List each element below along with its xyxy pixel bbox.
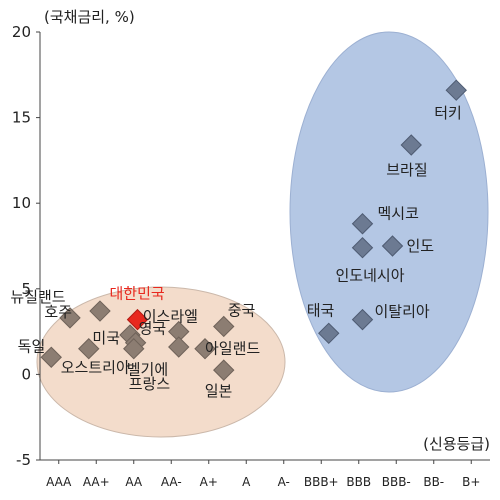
- x-tick-label: BB-: [423, 475, 444, 489]
- data-point-label: 터키: [434, 104, 462, 122]
- data-point-marker: [126, 308, 149, 331]
- data-point-marker: [381, 235, 404, 257]
- data-point-label: 벨기에: [127, 361, 168, 379]
- y-tick-label: 20: [12, 23, 31, 41]
- data-point-marker: [89, 300, 111, 322]
- x-tick-label: A: [242, 475, 251, 489]
- x-axis-title: (신용등급): [423, 435, 490, 453]
- data-point-marker: [318, 322, 340, 345]
- data-point-marker: [400, 134, 422, 156]
- data-point-label: 프랑스: [129, 375, 171, 393]
- emerging-group-bubble: [289, 31, 489, 393]
- data-point-label: 멕시코: [378, 205, 419, 223]
- data-point-label: 일본: [205, 382, 233, 400]
- data-point-label: 아일랜드: [205, 340, 260, 358]
- y-tick-label: 15: [12, 109, 31, 127]
- data-point-label: 뉴질랜드: [10, 288, 65, 306]
- x-tick-label: AA: [125, 475, 143, 489]
- data-point-marker: [40, 346, 62, 368]
- data-point-marker: [213, 359, 235, 381]
- data-point-label: 오스트리아: [61, 359, 130, 377]
- data-point-label: 이스라엘: [143, 308, 198, 326]
- data-point-marker: [213, 315, 235, 338]
- x-tick-label: B+: [462, 475, 480, 489]
- data-point-label: 독일: [18, 337, 46, 355]
- data-point-label: 호주: [44, 303, 72, 321]
- data-point-marker: [59, 307, 81, 329]
- data-point-label: 태국: [307, 301, 335, 319]
- data-point-marker: [168, 336, 190, 358]
- data-point-marker: [194, 338, 216, 360]
- y-tick-label: 0: [21, 365, 31, 383]
- data-point-marker: [351, 213, 374, 235]
- data-point-label: 영국: [139, 320, 167, 338]
- data-point-marker: [445, 79, 467, 101]
- x-tick-label: BBB: [346, 475, 371, 489]
- x-tick-label: AA-: [161, 475, 182, 489]
- y-tick-label: -5: [16, 451, 31, 469]
- data-point-label: 미국: [92, 329, 120, 347]
- data-point-marker: [123, 338, 145, 360]
- data-point-label: 인도: [407, 237, 435, 255]
- data-point-marker: [351, 308, 374, 331]
- data-point-marker: [78, 338, 100, 360]
- x-tick-label: BBB+: [304, 475, 339, 489]
- y-tick-label: 10: [12, 194, 31, 212]
- data-point-marker: [351, 237, 374, 259]
- data-point-label: 대한민국: [110, 285, 165, 303]
- x-tick-label: A+: [200, 475, 218, 489]
- data-point-label: 중국: [228, 301, 256, 319]
- data-point-label: 이탈리아: [375, 303, 430, 321]
- x-tick-label: A-: [278, 475, 290, 489]
- data-point-label: 인도네시아: [336, 267, 405, 285]
- y-tick-label: 5: [21, 280, 31, 298]
- data-point-label: 브라질: [386, 161, 427, 179]
- x-tick-label: AA+: [83, 475, 110, 489]
- y-axis-title: (국채금리, %): [44, 8, 135, 26]
- x-tick-label: BBB-: [382, 475, 411, 489]
- x-tick-label: AAA: [46, 475, 72, 489]
